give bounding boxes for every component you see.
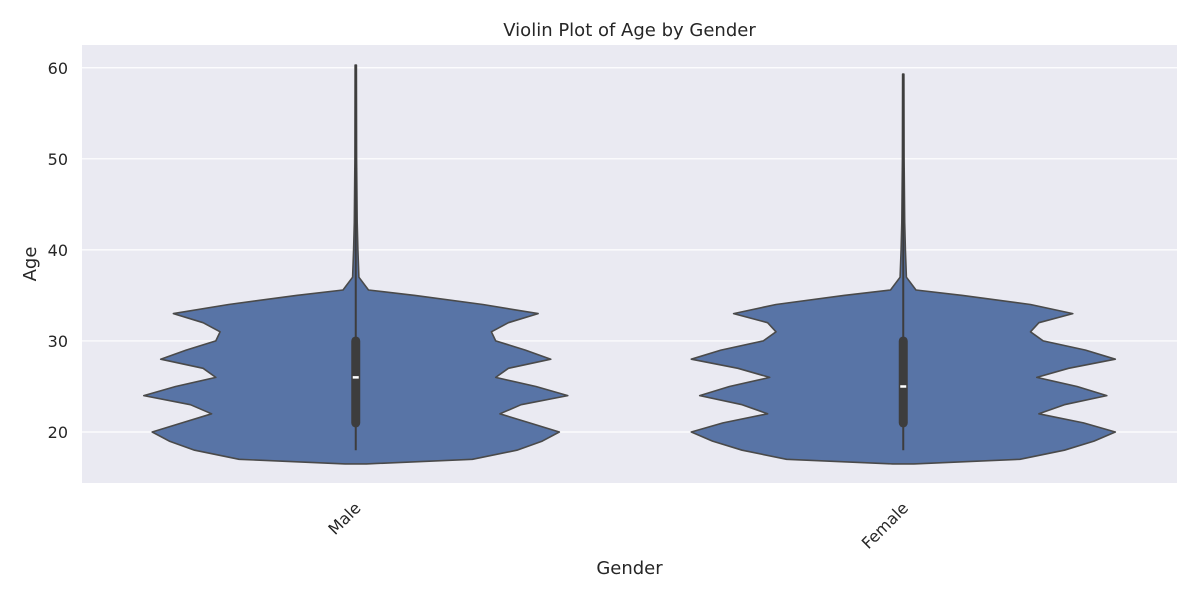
y-tick-label: 60 xyxy=(48,59,68,78)
x-tick-label: Female xyxy=(858,498,912,552)
y-tick-label: 40 xyxy=(48,241,68,260)
y-tick-label: 20 xyxy=(48,423,68,442)
y-axis-label: Age xyxy=(20,247,41,282)
chart-title: Violin Plot of Age by Gender xyxy=(503,20,756,41)
violin-male xyxy=(143,64,569,465)
violin-female xyxy=(690,73,1117,465)
x-axis-ticks: Male Female xyxy=(324,498,912,552)
y-axis-ticks: 20 30 40 50 60 xyxy=(48,59,68,442)
x-tick-label: Male xyxy=(324,498,364,538)
violins xyxy=(143,64,1117,465)
y-tick-label: 30 xyxy=(48,332,68,351)
x-axis-label: Gender xyxy=(596,558,663,579)
y-tick-label: 50 xyxy=(48,150,68,169)
